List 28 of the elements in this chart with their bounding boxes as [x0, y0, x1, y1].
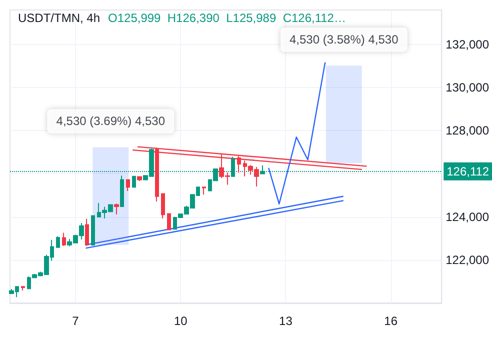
x-tick-label: 16 — [384, 314, 398, 328]
x-tick-label: 10 — [174, 314, 188, 328]
line-series — [268, 62, 326, 204]
annotation: 4,530 (3.69%) 4,530 — [56, 114, 166, 128]
y-tick-label: 124,000 — [446, 210, 490, 224]
annotation: 4,530 (3.58%) 4,530 — [290, 32, 399, 47]
y-tick-label: 130,000 — [446, 80, 490, 95]
candlestick — [56, 236, 60, 248]
candlestick — [137, 176, 142, 182]
y-tick-label: 132,000 — [446, 37, 490, 52]
chart-subtitle: O125,999 H126,390 L125,989 C126,112… — [108, 11, 346, 25]
candlestick — [167, 213, 171, 230]
candlestick — [62, 232, 66, 246]
candlestick — [202, 186, 206, 196]
candlestick — [114, 203, 119, 215]
candlestick — [161, 193, 165, 220]
candlestick — [120, 175, 124, 207]
y-tick-label: 122,000 — [446, 252, 490, 267]
candlestick — [21, 286, 25, 292]
candlestick — [85, 218, 89, 246]
candlestick — [126, 179, 130, 192]
candlestick — [91, 215, 95, 246]
y-tick-label: 128,000 — [446, 124, 490, 138]
chart-title: USDT/TMN, 4h — [18, 11, 100, 25]
x-tick-label: 7 — [72, 314, 80, 328]
ref-line-label: 126,112 — [446, 164, 490, 178]
candlestick — [132, 176, 136, 188]
x-tick-label: 13 — [279, 314, 293, 328]
